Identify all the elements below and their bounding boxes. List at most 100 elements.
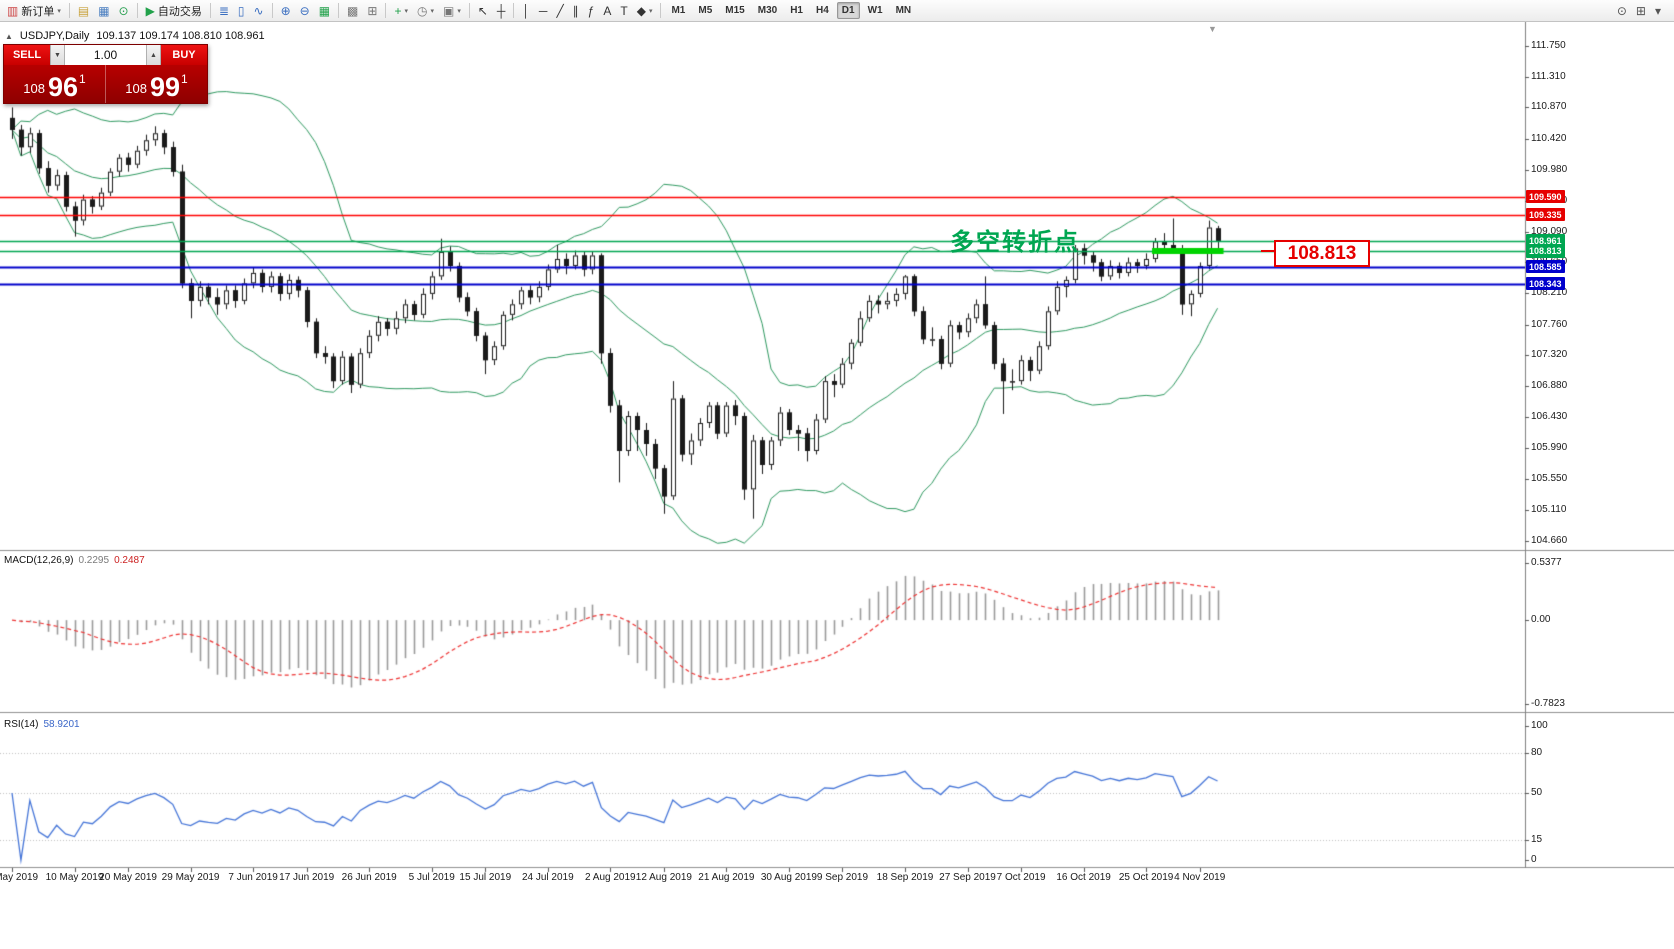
price-scale-label: 110.870 bbox=[1531, 101, 1567, 113]
rsi-scale-label: 15 bbox=[1531, 833, 1543, 845]
autotrading-button[interactable]: ▶ 自动交易 bbox=[142, 1, 206, 20]
bar-chart-button[interactable]: ≣ bbox=[215, 1, 233, 20]
buy-price-point: 1 bbox=[181, 72, 188, 86]
new-order-button[interactable]: ▥ 新订单 ▾ bbox=[3, 1, 65, 20]
volume-input[interactable]: 1.00 bbox=[65, 45, 146, 65]
sell-price-point: 1 bbox=[79, 72, 86, 86]
text-button[interactable]: A bbox=[599, 1, 615, 20]
channel-button[interactable]: ∥ bbox=[569, 1, 583, 20]
cascade-windows-button[interactable]: ▩ bbox=[343, 1, 362, 20]
rsi-scale-label: 100 bbox=[1531, 720, 1548, 731]
trade-prices-row: 108 96 1 108 99 1 bbox=[4, 65, 207, 103]
menu-button[interactable]: ▾ bbox=[1651, 1, 1665, 20]
refresh-button[interactable]: ⊙ bbox=[115, 1, 133, 20]
macd-scale-label: 0.00 bbox=[1531, 614, 1551, 626]
chart-shift-marker-icon[interactable]: ▼ bbox=[1208, 24, 1217, 34]
refresh-icon: ⊙ bbox=[118, 3, 129, 18]
price-label-tail bbox=[1261, 250, 1274, 252]
periods-button[interactable]: ◷ ▾ bbox=[413, 1, 438, 20]
buy-button[interactable]: BUY bbox=[161, 45, 207, 65]
price-label-box[interactable]: 108.813 bbox=[1274, 240, 1370, 267]
search-button[interactable]: ⊙ bbox=[1613, 1, 1631, 20]
toolbar-divider bbox=[271, 3, 273, 18]
trendline-button[interactable]: ╱ bbox=[552, 1, 567, 20]
zoom-in-button[interactable]: ⊕ bbox=[277, 1, 295, 20]
rsi-name: RSI(14) bbox=[4, 719, 39, 730]
profiles-icon: ▤ bbox=[77, 3, 90, 18]
search-icon: ⊙ bbox=[1616, 3, 1627, 18]
symbol-period-label: USDJPY,Daily bbox=[19, 30, 90, 42]
toolbar-divider bbox=[660, 3, 662, 18]
date-label: 25 Oct 2019 bbox=[1118, 872, 1174, 883]
new-window-button[interactable]: ⊞ bbox=[1632, 1, 1650, 20]
vertical-line-button[interactable]: │ bbox=[518, 1, 534, 20]
chart-ohlc-header: ▲ USDJPY,Daily 109.137 109.174 108.810 1… bbox=[5, 30, 265, 42]
price-scale-label: 104.660 bbox=[1531, 535, 1568, 547]
macd-scale-label: 0.5377 bbox=[1531, 556, 1562, 568]
trade-controls-row: SELL ▼ 1.00 ▲ BUY bbox=[4, 45, 207, 65]
new-chart-button[interactable]: ▦ bbox=[94, 1, 113, 20]
toolbar-tools: ▥ 新订单 ▾ ▤ ▦ ⊙ ▶ 自动交易 ≣ ▯ ∿ ⊕ ⊖ ▦ ▩ ⊞ + ▾ ◷ ▾ ▣ ▾ ↖ ┼ │ ─ ╱ ∥ ƒ A T ◆ ▾ M1… bbox=[3, 1, 917, 20]
price-tag-green: 108.961 bbox=[1526, 234, 1565, 248]
tile-windows-button[interactable]: ▦ bbox=[315, 1, 334, 20]
horizontal-line-button[interactable]: ─ bbox=[535, 1, 552, 20]
price-scale-label: 111.750 bbox=[1531, 40, 1566, 51]
price-scale-label: 107.760 bbox=[1531, 318, 1568, 330]
timeframe-button-d1[interactable]: D1 bbox=[836, 2, 860, 19]
collapse-panel-icon[interactable]: ▲ bbox=[5, 31, 13, 41]
chart-workspace: ▲ USDJPY,Daily 109.137 109.174 108.810 1… bbox=[0, 22, 1674, 949]
price-divider bbox=[105, 65, 106, 103]
chart-canvas[interactable] bbox=[0, 22, 1674, 949]
timeframe-button-h1[interactable]: H1 bbox=[790, 5, 803, 16]
timeframe-button-m15[interactable]: M15 bbox=[725, 5, 745, 16]
fibonacci-button[interactable]: ƒ bbox=[584, 1, 599, 20]
crosshair-button[interactable]: ┼ bbox=[493, 1, 510, 20]
timeframe-button-h4[interactable]: H4 bbox=[815, 5, 829, 16]
price-scale-label: 107.320 bbox=[1531, 349, 1568, 361]
date-label: 9 Sep 2019 bbox=[816, 872, 869, 883]
timeframe-button-mn[interactable]: MN bbox=[895, 5, 912, 16]
price-tag-red: 109.590 bbox=[1526, 190, 1565, 204]
toolbar-divider bbox=[136, 3, 138, 18]
trendline-icon: ╱ bbox=[556, 3, 564, 18]
price-scale-label: 109.980 bbox=[1531, 163, 1568, 175]
sell-price-pips: 96 bbox=[47, 72, 79, 103]
date-label: 27 Sep 2019 bbox=[939, 872, 996, 883]
profiles-button[interactable]: ▤ bbox=[74, 1, 93, 20]
cursor-button[interactable]: ↖ bbox=[474, 1, 492, 20]
rsi-scale-label: 80 bbox=[1531, 746, 1543, 758]
new-window-icon: ⊞ bbox=[1635, 3, 1646, 18]
date-label: 12 Aug 2019 bbox=[635, 872, 692, 883]
indicators-button[interactable]: + ▾ bbox=[390, 1, 412, 20]
sell-price[interactable]: 108 96 1 bbox=[4, 65, 105, 103]
arrange-windows-button[interactable]: ⊞ bbox=[363, 1, 381, 20]
autotrading-button-label: 自动交易 bbox=[157, 5, 202, 18]
timeframe-button-m1[interactable]: M1 bbox=[671, 5, 686, 16]
label-button[interactable]: T bbox=[616, 1, 631, 20]
text-icon: A bbox=[603, 3, 612, 18]
sell-button[interactable]: SELL bbox=[4, 45, 50, 65]
timeframe-button-m5[interactable]: M5 bbox=[698, 5, 713, 16]
date-label: 30 Aug 2019 bbox=[760, 872, 817, 883]
date-label: 16 Oct 2019 bbox=[1056, 872, 1111, 883]
timeframe-button-m30[interactable]: M30 bbox=[757, 5, 778, 16]
chart-annotation-text[interactable]: 多空转折点 bbox=[950, 229, 1080, 256]
toolbar-divider bbox=[209, 3, 211, 18]
candlestick-button[interactable]: ▯ bbox=[234, 1, 249, 20]
rsi-value: 58.9201 bbox=[43, 719, 80, 730]
timeframe-button-w1[interactable]: W1 bbox=[867, 5, 883, 16]
volume-increase-button[interactable]: ▲ bbox=[146, 45, 161, 65]
volume-decrease-button[interactable]: ▼ bbox=[50, 45, 65, 65]
date-label: 5 Jul 2019 bbox=[408, 872, 455, 883]
shapes-button[interactable]: ◆ ▾ bbox=[633, 1, 657, 20]
zoom-out-button[interactable]: ⊖ bbox=[296, 1, 314, 20]
line-chart-button[interactable]: ∿ bbox=[250, 1, 268, 20]
price-tag-red: 109.335 bbox=[1526, 208, 1565, 222]
date-label: 4 Nov 2019 bbox=[1174, 872, 1226, 883]
price-scale-label: 108.210 bbox=[1531, 287, 1568, 299]
periods-icon: ◷ bbox=[416, 3, 428, 18]
templates-button[interactable]: ▣ ▾ bbox=[439, 1, 465, 20]
buy-price[interactable]: 108 99 1 bbox=[106, 65, 207, 103]
one-click-trading-panel: SELL ▼ 1.00 ▲ BUY 108 96 1 108 99 1 bbox=[3, 44, 208, 104]
